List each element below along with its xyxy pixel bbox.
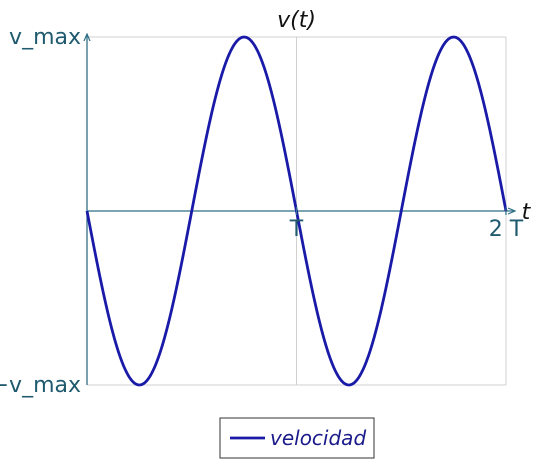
x-tick-label-0: T [289, 217, 304, 242]
x-axis-label: t [522, 200, 532, 225]
legend: velocidad [219, 417, 375, 459]
y-tick-label-1: −v_max [0, 373, 81, 398]
axes [87, 35, 514, 385]
chart-title: v(t) [277, 8, 316, 33]
tick-labels: T 2 T v_max −v_max [0, 25, 524, 398]
y-tick-label-0: v_max [9, 25, 81, 50]
x-tick-label-1: 2 T [489, 217, 524, 242]
legend-label-velocidad: velocidad [270, 426, 366, 450]
